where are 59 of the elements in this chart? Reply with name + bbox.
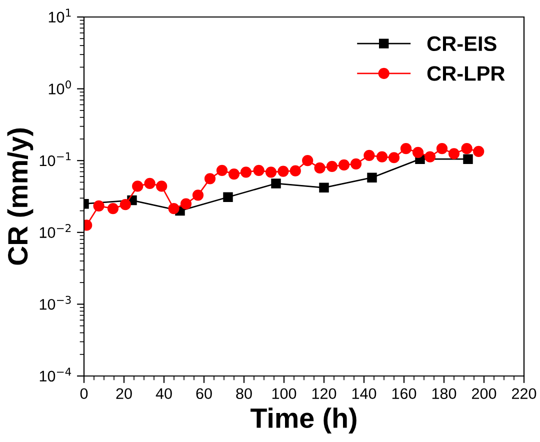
x-tick-label: 180 <box>432 388 456 400</box>
y-tick-label: 10$^{0}$ <box>48 80 71 94</box>
point <box>107 202 119 214</box>
point <box>144 178 156 190</box>
point <box>326 160 338 172</box>
y-tick-label: 10$^{−3}$ <box>40 296 71 310</box>
point <box>156 180 168 192</box>
x-tick-label: 160 <box>392 388 416 400</box>
point <box>168 202 180 214</box>
x-tick-label: 20 <box>116 388 132 400</box>
point <box>388 152 400 164</box>
y-axis-title: CR (mm/y) <box>7 128 34 265</box>
x-tick-label: 200 <box>472 388 496 400</box>
y-tick-label: 10$^{−1}$ <box>40 152 71 166</box>
point <box>278 166 289 177</box>
point <box>463 154 473 164</box>
point <box>367 172 377 182</box>
x-tick-label: 0 <box>80 388 88 400</box>
point <box>271 178 281 188</box>
legend-label: CR-EIS <box>427 36 496 52</box>
point <box>204 173 216 184</box>
point <box>436 143 448 154</box>
point <box>253 164 264 176</box>
legend-label: CR-LPR <box>427 66 505 81</box>
point <box>302 155 314 166</box>
point <box>461 143 472 154</box>
point <box>314 162 326 174</box>
point <box>424 151 436 162</box>
x-tick-label: 100 <box>272 388 296 400</box>
x-tick-label: 40 <box>156 388 172 400</box>
point <box>265 166 277 178</box>
point <box>376 151 388 162</box>
point <box>448 148 460 160</box>
point <box>228 168 240 180</box>
point <box>93 200 104 212</box>
y-tick-label: 10$^{−4}$ <box>40 368 72 382</box>
point <box>216 164 228 176</box>
point <box>290 165 301 176</box>
point <box>180 198 192 210</box>
point <box>319 182 329 193</box>
point <box>338 159 350 170</box>
point <box>132 180 144 192</box>
point <box>240 166 252 178</box>
y-tick-label: 10$^{−2}$ <box>40 224 71 238</box>
point <box>350 158 362 170</box>
x-tick-label: 80 <box>236 388 252 400</box>
x-axis-title: Time (h) <box>250 408 356 434</box>
x-tick-label: 220 <box>512 388 536 400</box>
point <box>364 150 375 161</box>
x-tick-label: 120 <box>312 388 336 400</box>
point <box>412 146 424 158</box>
point <box>120 199 131 210</box>
point <box>192 190 204 201</box>
point <box>473 146 484 158</box>
x-tick-label: 140 <box>352 388 376 400</box>
point <box>223 192 233 202</box>
point <box>400 143 412 154</box>
y-tick-label: 10$^{1}$ <box>48 8 71 23</box>
x-tick-label: 60 <box>196 388 212 400</box>
